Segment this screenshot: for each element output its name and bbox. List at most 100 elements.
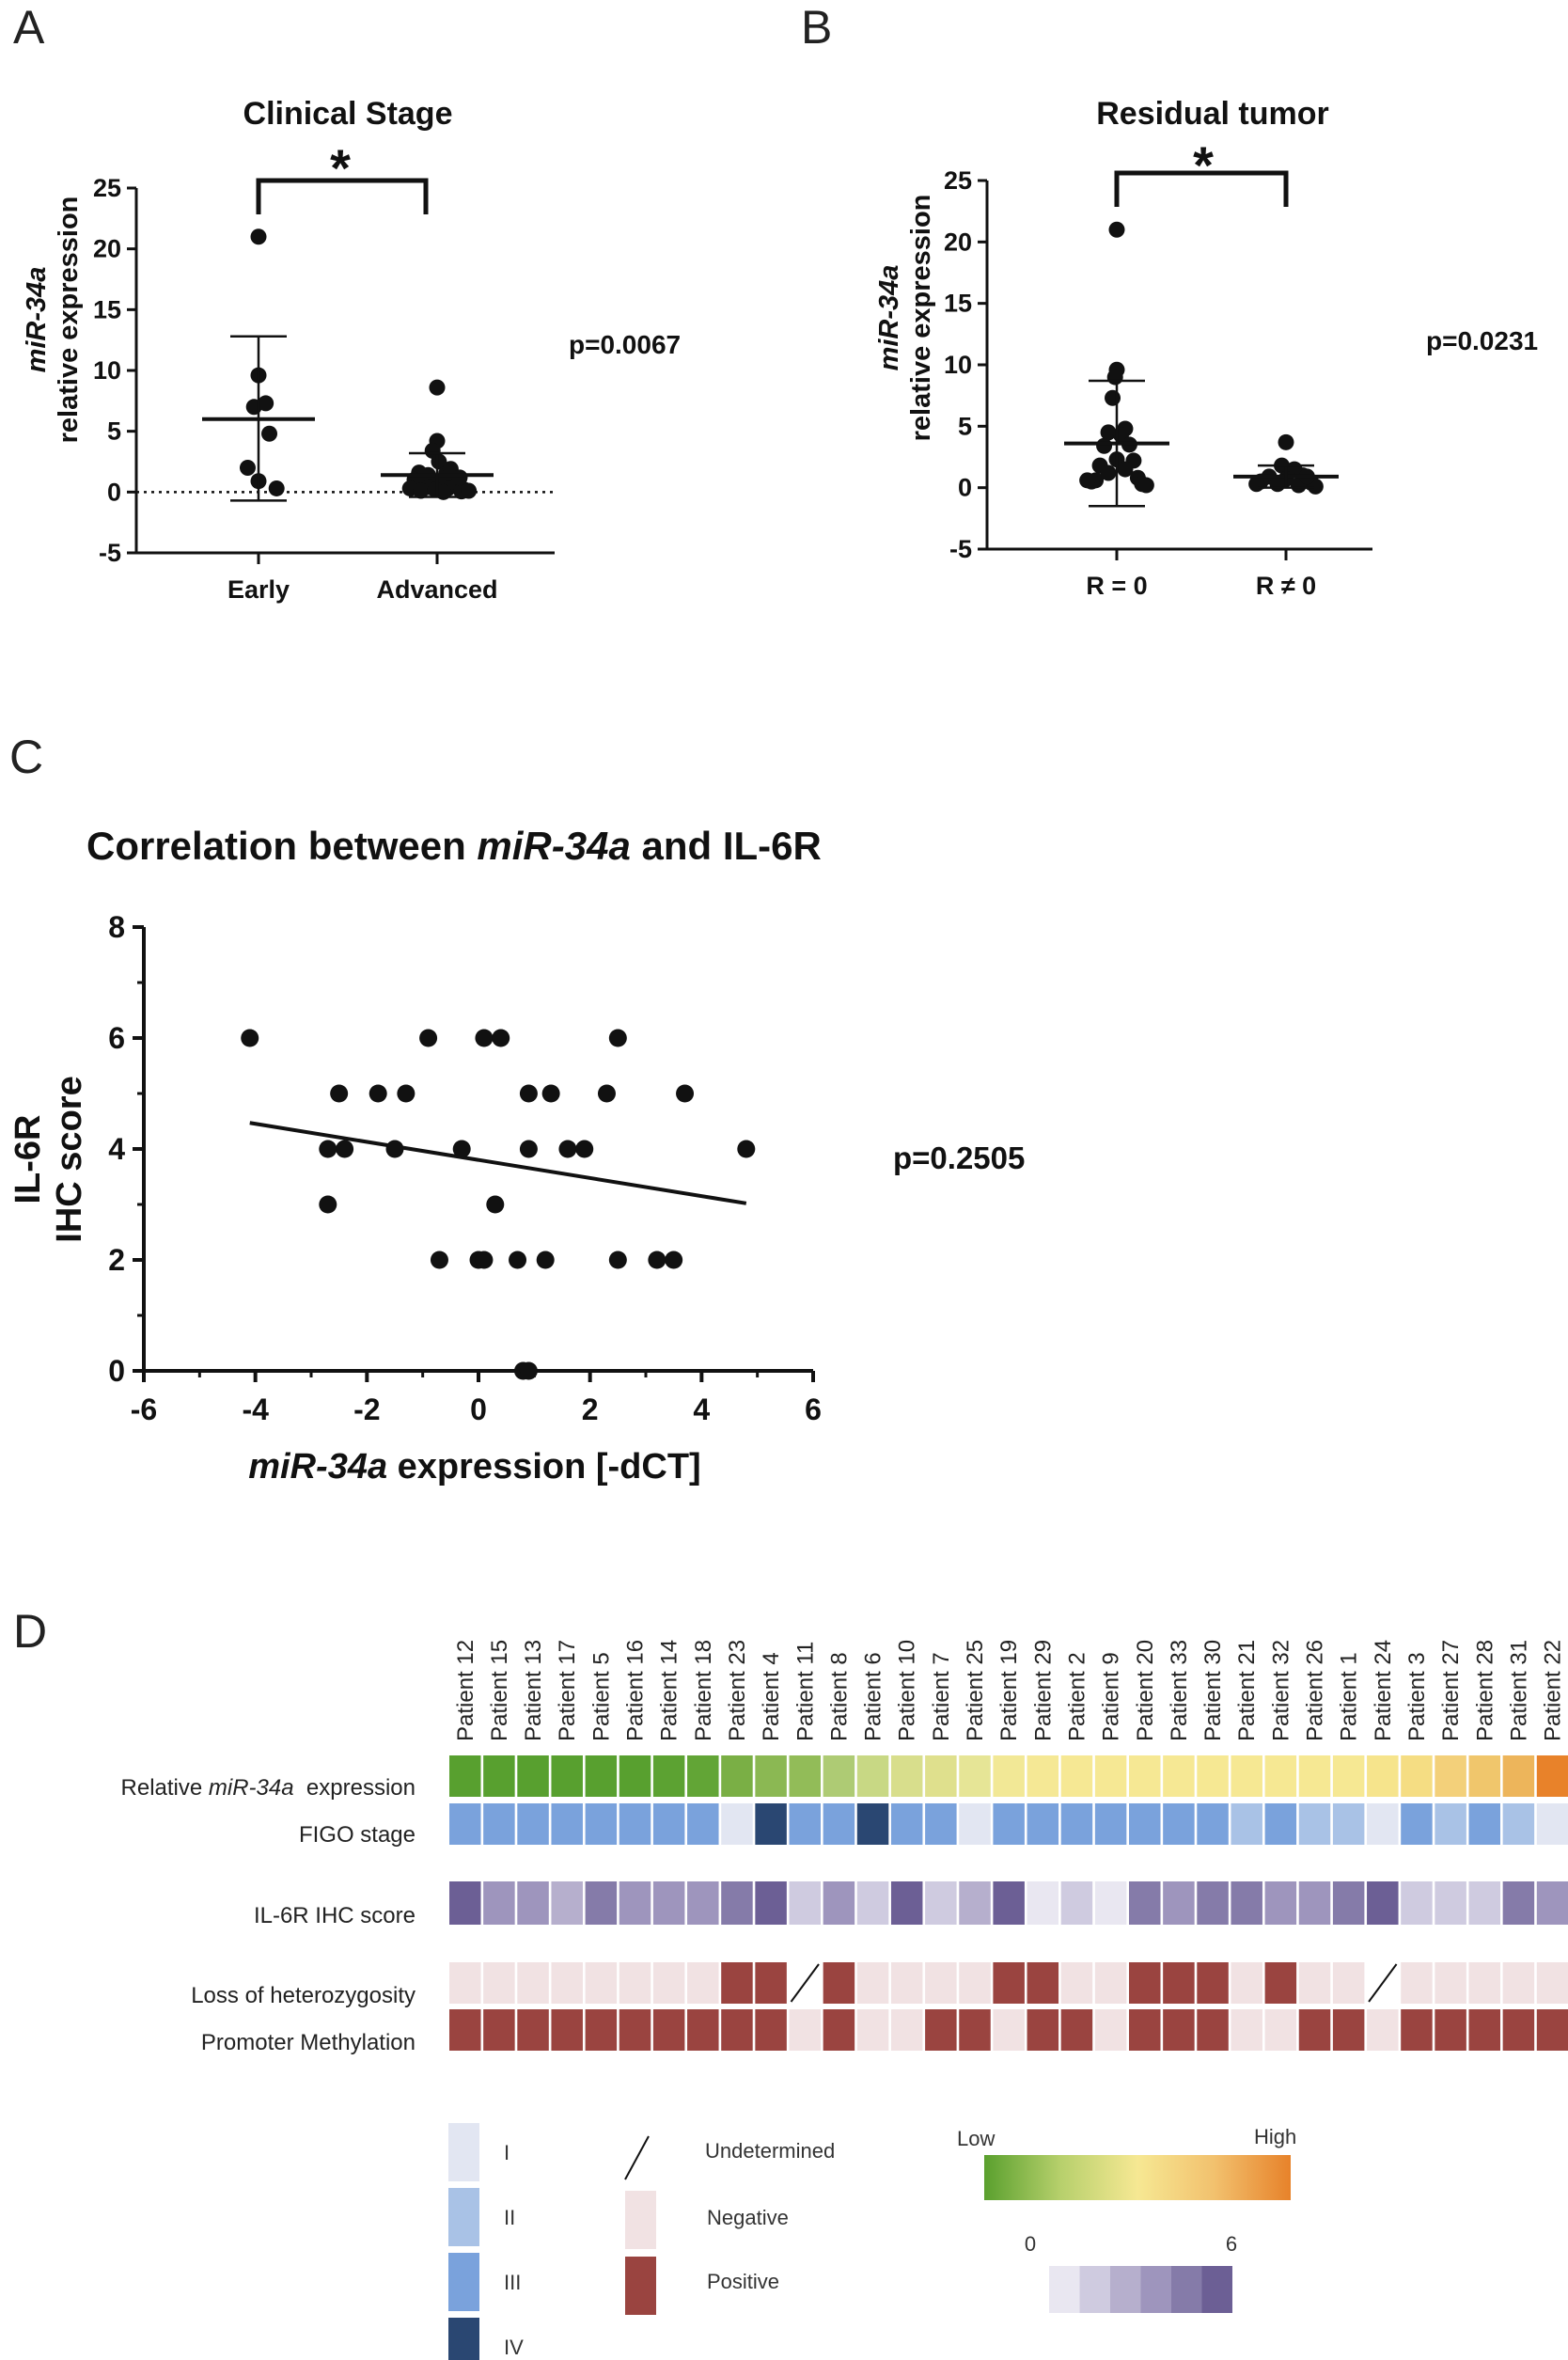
heatmap-cell bbox=[1027, 1881, 1059, 1925]
chart-a-xtick-label: Early bbox=[227, 575, 290, 604]
heatmap-cell bbox=[1129, 1803, 1161, 1845]
heatmap-cell bbox=[993, 1881, 1025, 1925]
heatmap-cell bbox=[1129, 1881, 1161, 1925]
heatmap-cell bbox=[755, 1755, 787, 1797]
heatmap-cell bbox=[1367, 1755, 1399, 1797]
chart-b-point bbox=[1079, 472, 1096, 489]
heatmap-cell bbox=[890, 1881, 923, 1925]
chart-c-point bbox=[558, 1140, 577, 1158]
heatmap-cell bbox=[1468, 1803, 1500, 1845]
heatmap-cell bbox=[1298, 1962, 1331, 2004]
heatmap-cell bbox=[1163, 2009, 1195, 2051]
heatmap-cell bbox=[619, 1881, 651, 1925]
heatmap-cell bbox=[1502, 1755, 1535, 1797]
chart-c-point bbox=[608, 1251, 627, 1269]
heatmap-column-label: Patient 22 bbox=[1541, 1640, 1566, 1741]
chart-c-point bbox=[430, 1251, 448, 1269]
heatmap-cell bbox=[687, 1962, 719, 2004]
chart-b-ytick-label: 10 bbox=[944, 351, 972, 379]
heatmap-cell bbox=[1298, 2009, 1331, 2051]
heatmap-cell bbox=[1231, 1755, 1262, 1797]
heatmap-cell bbox=[483, 1881, 515, 1925]
heatmap-cell bbox=[1163, 1755, 1195, 1797]
heatmap-cell bbox=[1435, 1881, 1466, 1925]
heatmap-column-label: Patient 28 bbox=[1472, 1640, 1497, 1741]
heatmap-column-label: Patient 2 bbox=[1064, 1652, 1090, 1741]
heatmap-cell bbox=[1401, 1803, 1433, 1845]
legend-ihc-min: 0 bbox=[1025, 2232, 1036, 2256]
legend-ihc-swatch bbox=[1079, 2266, 1110, 2313]
heatmap-column-label: Patient 26 bbox=[1303, 1640, 1328, 1741]
legend-ihc-swatch bbox=[1049, 2266, 1080, 2313]
heatmap-column-label: Patient 5 bbox=[588, 1652, 614, 1741]
legend-negative-label: Negative bbox=[707, 2206, 789, 2229]
heatmap-cell bbox=[1298, 1803, 1331, 1845]
chart-a-ylabel: relative expression bbox=[54, 197, 84, 444]
heatmap-cell bbox=[687, 1803, 719, 1845]
heatmap-cell bbox=[789, 2009, 821, 2051]
heatmap-cell bbox=[1060, 1881, 1093, 1925]
chart-b-ylabel: relative expression bbox=[906, 195, 936, 442]
chart-b-xtick-label: R ≠ 0 bbox=[1256, 572, 1316, 600]
heatmap-cell bbox=[652, 2009, 685, 2051]
chart-c-trend-line bbox=[249, 1121, 747, 1205]
heatmap-cell bbox=[993, 1962, 1025, 2004]
heatmap-cell bbox=[551, 2009, 583, 2051]
heatmap-column-label: Patient 16 bbox=[623, 1640, 649, 1741]
chart-c-point bbox=[676, 1084, 695, 1103]
heatmap-cell bbox=[1094, 1962, 1127, 2004]
chart-b-ytick-label: 25 bbox=[944, 166, 972, 195]
chart-c-point bbox=[452, 1140, 471, 1158]
legend-figo-swatch bbox=[448, 2123, 479, 2181]
heatmap-column-label: Patient 24 bbox=[1371, 1640, 1396, 1741]
heatmap-cell bbox=[1231, 1881, 1262, 1925]
heatmap-cell bbox=[1298, 1755, 1331, 1797]
chart-a-ytick-label: 5 bbox=[107, 417, 121, 446]
heatmap-cell bbox=[585, 1755, 618, 1797]
heatmap-cell bbox=[755, 1881, 787, 1925]
heatmap-cell bbox=[483, 1755, 515, 1797]
heatmap-cell bbox=[1435, 2009, 1466, 2051]
heatmap-cell bbox=[449, 2009, 481, 2051]
chart-a-ytick-label: 10 bbox=[93, 356, 121, 385]
chart-a-point bbox=[413, 482, 430, 499]
heatmap-cell bbox=[1027, 2009, 1059, 2051]
heatmap-row-label-figo: FIGO stage bbox=[299, 1822, 416, 1848]
legend-ihc-swatch bbox=[1171, 2266, 1202, 2313]
legend-undetermined-label: Undetermined bbox=[705, 2139, 835, 2163]
chart-c-point bbox=[519, 1361, 538, 1380]
legend-ihc-max: 6 bbox=[1226, 2232, 1237, 2256]
heatmap-cell bbox=[1264, 2009, 1297, 2051]
heatmap-cell bbox=[449, 1962, 481, 2004]
legend-figo-label-2: II bbox=[504, 2206, 515, 2229]
heatmap-cell bbox=[856, 1803, 889, 1845]
chart-c-point bbox=[475, 1029, 494, 1047]
heatmap-cell bbox=[1094, 1881, 1127, 1925]
chart-b-point bbox=[1105, 389, 1121, 406]
heatmap-cell bbox=[1332, 2009, 1365, 2051]
chart-c-point bbox=[519, 1140, 538, 1158]
heatmap-cell bbox=[1536, 1755, 1568, 1797]
chart-c-point bbox=[665, 1251, 683, 1269]
heatmap-cell bbox=[1435, 1962, 1466, 2004]
heatmap-cell bbox=[755, 1803, 787, 1845]
heatmap-cell bbox=[1332, 1755, 1365, 1797]
heatmap-cell bbox=[585, 1803, 618, 1845]
heatmap-column-label: Patient 31 bbox=[1506, 1640, 1531, 1741]
panel-label-b: B bbox=[801, 1, 832, 54]
heatmap-cell bbox=[687, 1881, 719, 1925]
chart-c-point bbox=[336, 1140, 354, 1158]
panel-label-c: C bbox=[9, 731, 43, 783]
chart-a-pvalue: p=0.0067 bbox=[569, 330, 681, 359]
heatmap-cell bbox=[1502, 1881, 1535, 1925]
heatmap-cell bbox=[755, 1962, 787, 2004]
chart-c-point bbox=[241, 1029, 259, 1047]
heatmap-cell bbox=[585, 2009, 618, 2051]
heatmap-column-label: Patient 30 bbox=[1200, 1640, 1226, 1741]
chart-c-point bbox=[575, 1140, 594, 1158]
chart-c-point bbox=[519, 1084, 538, 1103]
chart-a-title: Clinical Stage bbox=[243, 96, 453, 132]
heatmap-row-label-loh: Loss of heterozygosity bbox=[191, 1983, 416, 2008]
chart-b-point bbox=[1108, 221, 1125, 238]
heatmap-cell bbox=[856, 1755, 889, 1797]
